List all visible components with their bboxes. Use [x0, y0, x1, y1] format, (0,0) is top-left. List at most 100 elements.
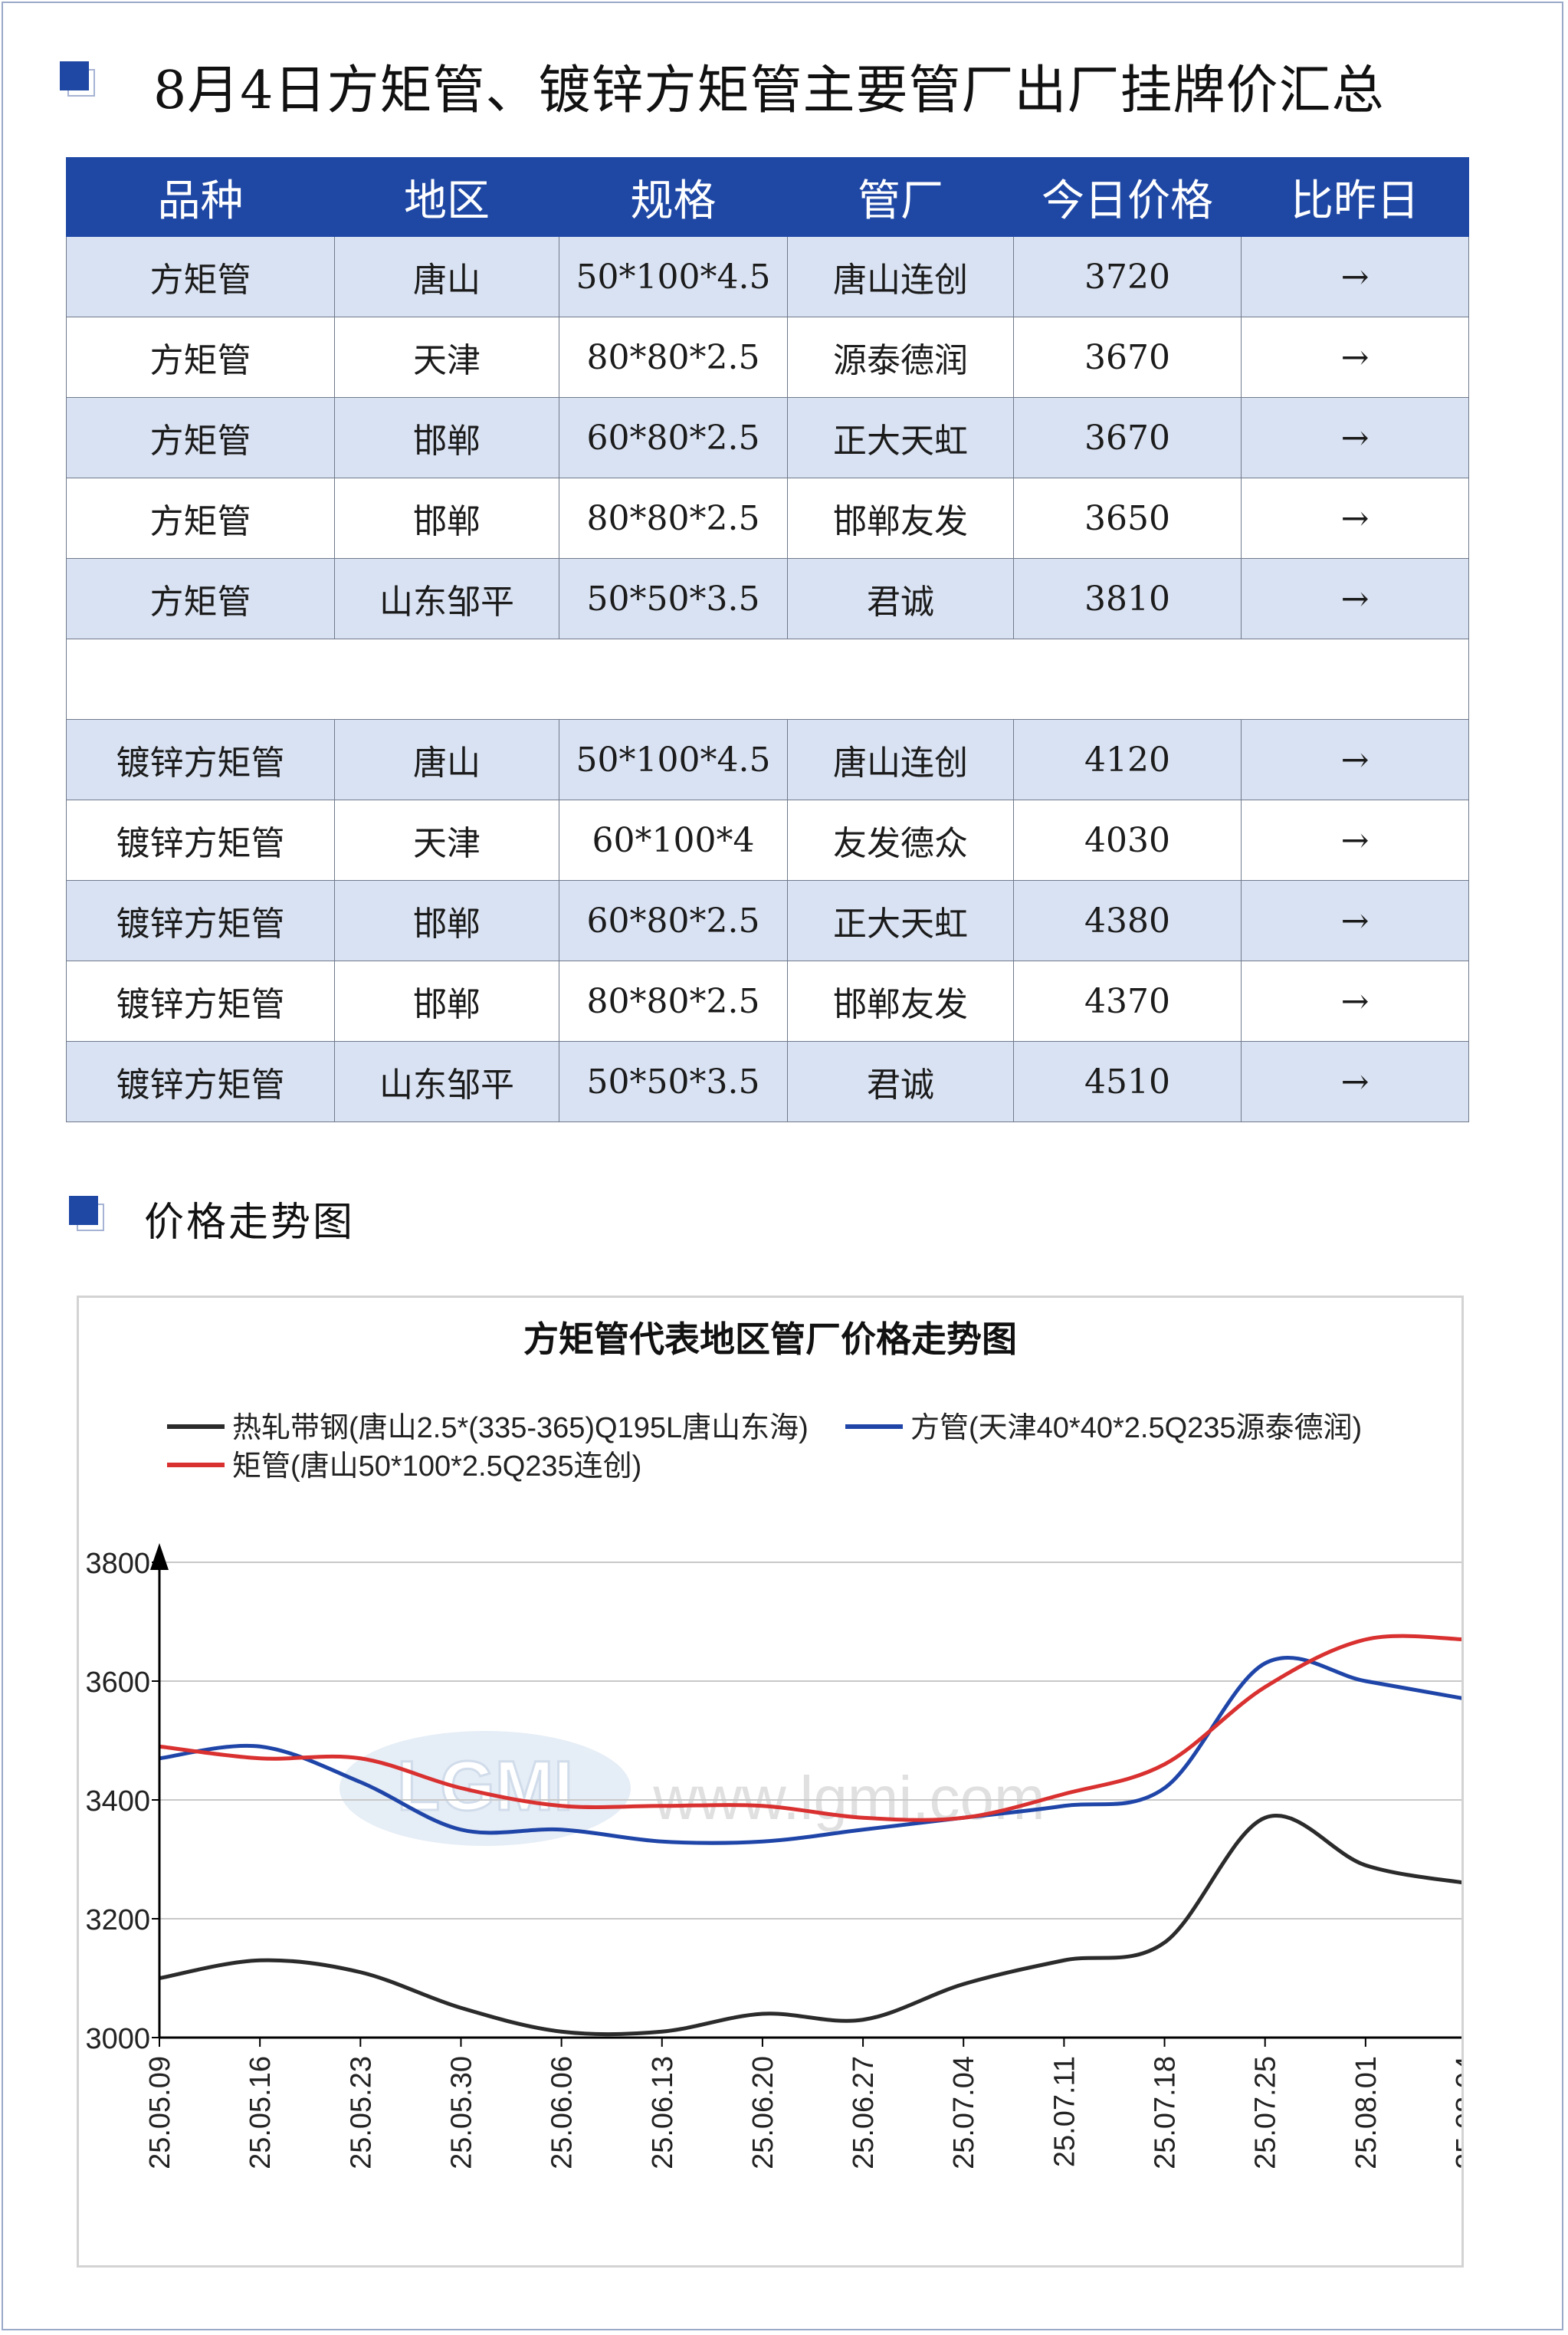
table-cell: 友发德众 [787, 800, 1014, 881]
price-table: 品种 地区 规格 管厂 今日价格 比昨日 方矩管 唐山 50*100*4.5 唐山连创… [66, 157, 1469, 1122]
table-cell: → [1241, 880, 1469, 961]
column-header: 地区 [334, 157, 559, 237]
table-cell: 源泰德润 [787, 317, 1014, 398]
table-cell: 唐山 [334, 236, 559, 317]
table-cell: 君诚 [787, 1041, 1014, 1122]
spacer-cell [66, 639, 1469, 720]
table-cell: 4380 [1013, 880, 1242, 961]
table-cell: 方矩管 [66, 397, 335, 478]
section-title: 价格走势图 [144, 1200, 356, 1246]
y-tick-label: 3200 [85, 1904, 150, 1936]
table-cell: 唐山 [334, 719, 559, 800]
legend-label: 矩管(唐山50*100*2.5Q235连创) [232, 1450, 641, 1483]
y-tick-label: 3800 [85, 1548, 150, 1580]
grid [159, 1562, 1489, 1920]
table-row: 方矩管 邯郸 80*80*2.5 邯郸友发 3650 → [66, 478, 1469, 559]
chart-panel: 方矩管代表地区管厂价格走势图 热轧带钢(唐山2.5*(335-365)Q195L… [77, 1296, 1517, 2268]
series-group [159, 1634, 1467, 2037]
table-cell: 50*100*4.5 [559, 236, 788, 317]
table-cell: 镀锌方矩管 [66, 719, 335, 800]
table-cell: 正大天虹 [787, 397, 1014, 478]
column-header: 品种 [66, 157, 335, 237]
x-tick-label: 25.07.04 [948, 2056, 980, 2169]
table-cell: 50*100*4.5 [559, 719, 788, 800]
table-cell: 邯郸 [334, 478, 559, 559]
table-cell: → [1241, 719, 1469, 800]
table-cell: 3720 [1013, 236, 1242, 317]
x-tick-label: 25.07.25 [1250, 2056, 1282, 2169]
table-cell: 3810 [1013, 558, 1242, 639]
series-line-2 [159, 1634, 1467, 1822]
table-cell: 80*80*2.5 [559, 478, 788, 559]
table-cell: → [1241, 1041, 1469, 1122]
table-row: 镀锌方矩管 唐山 50*100*4.5 唐山连创 4120 → [66, 719, 1469, 800]
series-line-1 [159, 1655, 1467, 1845]
table-cell: → [1241, 236, 1469, 317]
x-tick-label: 25.06.20 [747, 2056, 779, 2169]
table-row: 镀锌方矩管 邯郸 60*80*2.5 正大天虹 4380 → [66, 880, 1469, 961]
x-tick-label: 25.05.09 [144, 2056, 176, 2169]
table-cell: 60*80*2.5 [559, 880, 788, 961]
table-row: 方矩管 唐山 50*100*4.5 唐山连创 3720 → [66, 236, 1469, 317]
section-marker-icon [69, 1196, 104, 1231]
column-header: 规格 [559, 157, 788, 237]
table-cell: 镀锌方矩管 [66, 1041, 335, 1122]
table-cell: 60*100*4 [559, 800, 788, 881]
table-cell: 唐山连创 [787, 719, 1014, 800]
table-cell: → [1241, 317, 1469, 398]
table-row: 方矩管 山东邹平 50*50*3.5 君诚 3810 → [66, 558, 1469, 639]
table-cell: 4510 [1013, 1041, 1242, 1122]
table-cell: 镀锌方矩管 [66, 961, 335, 1042]
x-tick-label: 25.05.30 [445, 2056, 477, 2169]
table-row: 镀锌方矩管 山东邹平 50*50*3.5 君诚 4510 → [66, 1041, 1469, 1122]
table-row: 方矩管 邯郸 60*80*2.5 正大天虹 3670 → [66, 397, 1469, 478]
table-cell: 镀锌方矩管 [66, 800, 335, 881]
table-cell: 唐山连创 [787, 236, 1014, 317]
x-tick-label: 25.08.04 [1451, 2056, 1461, 2169]
table-cell: 正大天虹 [787, 880, 1014, 961]
table-row: 镀锌方矩管 邯郸 80*80*2.5 邯郸友发 4370 → [66, 961, 1469, 1042]
table-cell: 方矩管 [66, 317, 335, 398]
y-axis-arrow-icon [150, 1543, 169, 1570]
section-marker-icon [60, 61, 95, 97]
table-cell: 3670 [1013, 397, 1242, 478]
y-tick-label: 3400 [85, 1785, 150, 1818]
y-tick-label: 3000 [85, 2023, 150, 2055]
table-row: 方矩管 天津 80*80*2.5 源泰德润 3670 → [66, 317, 1469, 398]
column-header: 比昨日 [1241, 157, 1469, 237]
table-cell: 方矩管 [66, 236, 335, 317]
table-cell: 50*50*3.5 [559, 558, 788, 639]
line-chart: 方矩管代表地区管厂价格走势图 热轧带钢(唐山2.5*(335-365)Q195L… [85, 1319, 1517, 2169]
table-cell: 邯郸 [334, 880, 559, 961]
table-cell: → [1241, 558, 1469, 639]
table-cell: → [1241, 961, 1469, 1042]
table-cell: 山东邹平 [334, 1041, 559, 1122]
table-cell: 天津 [334, 800, 559, 881]
legend: 热轧带钢(唐山2.5*(335-365)Q195L唐山东海) 方管(天津40*4… [167, 1412, 1362, 1483]
table-cell: 80*80*2.5 [559, 961, 788, 1042]
y-tick-label: 3600 [85, 1667, 150, 1699]
table-cell: 天津 [334, 317, 559, 398]
table-cell: 3670 [1013, 317, 1242, 398]
table-cell: 邯郸 [334, 961, 559, 1042]
table-cell: 方矩管 [66, 558, 335, 639]
table-cell: 君诚 [787, 558, 1014, 639]
table-cell: 4370 [1013, 961, 1242, 1042]
table-cell: 方矩管 [66, 478, 335, 559]
x-tick-label: 25.05.23 [345, 2056, 377, 2169]
x-tick-label: 25.06.06 [546, 2056, 579, 2169]
x-tick-label: 25.06.13 [647, 2056, 679, 2169]
table-cell: 60*80*2.5 [559, 397, 788, 478]
table-cell: → [1241, 397, 1469, 478]
table-cell: 80*80*2.5 [559, 317, 788, 398]
x-axis-ticks: 25.05.09 25.05.16 25.05.23 25.05.30 25.06.06… [144, 2038, 1483, 2169]
y-axis-ticks: 3000 3200 3400 3600 3800 [85, 1548, 159, 2055]
table-cell: 3650 [1013, 478, 1242, 559]
x-tick-label: 25.07.11 [1048, 2056, 1081, 2167]
table-cell: → [1241, 478, 1469, 559]
series-line-0 [159, 1814, 1467, 2037]
table-cell: 邯郸友发 [787, 478, 1014, 559]
table-cell: 山东邹平 [334, 558, 559, 639]
watermark: LGMI www.lgmi.com [340, 1731, 1045, 1846]
